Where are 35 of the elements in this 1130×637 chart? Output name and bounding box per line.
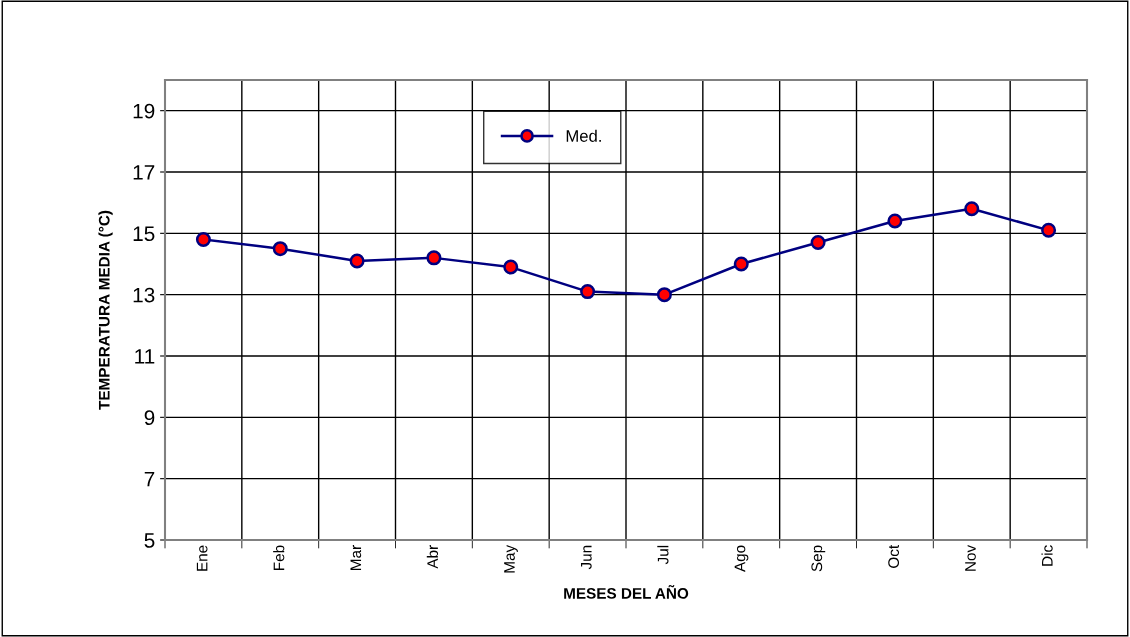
- x-tick-label: Nov: [965, 544, 976, 571]
- point: [426, 250, 442, 266]
- y-tick-label: 7: [144, 471, 155, 487]
- point: [733, 256, 749, 272]
- point: [503, 259, 519, 275]
- y-tick-label: 19: [133, 103, 155, 119]
- point: [964, 201, 980, 217]
- x-tick-label: Mar: [350, 545, 362, 570]
- x-axis-title: MESES DEL AÑO: [564, 585, 689, 599]
- x-tick-label: Dic: [1041, 545, 1053, 566]
- x-tick-label: Ene: [196, 545, 208, 571]
- y-axis-title: TEMPERATURA MEDIA (°C): [98, 210, 113, 410]
- point: [195, 231, 211, 247]
- x-tick-label: Ago: [734, 545, 749, 573]
- point: [349, 253, 365, 269]
- x-tick-label: Jul: [657, 545, 669, 565]
- point: [580, 284, 596, 300]
- x-tick-label: Oct: [888, 544, 900, 568]
- y-tick-label: 9: [144, 410, 155, 426]
- point: [1041, 222, 1057, 238]
- point: [656, 287, 672, 303]
- y-tick-label: 13: [133, 287, 155, 303]
- x-tick-label: May: [504, 544, 518, 573]
- y-tick-label: 5: [144, 533, 155, 548]
- point: [810, 235, 826, 251]
- y-tick-label: 11: [135, 349, 155, 364]
- y-tick-label: 17: [133, 165, 155, 180]
- x-tick-label: Feb: [273, 545, 285, 570]
- point: [272, 241, 288, 257]
- x-tick-label: Jun: [581, 545, 592, 570]
- point: [887, 213, 903, 229]
- legend-label: Med.: [566, 129, 601, 142]
- x-tick-label: Abr: [426, 545, 439, 569]
- x-tick-label: Sep: [811, 545, 826, 572]
- y-tick-label: 15: [133, 226, 155, 242]
